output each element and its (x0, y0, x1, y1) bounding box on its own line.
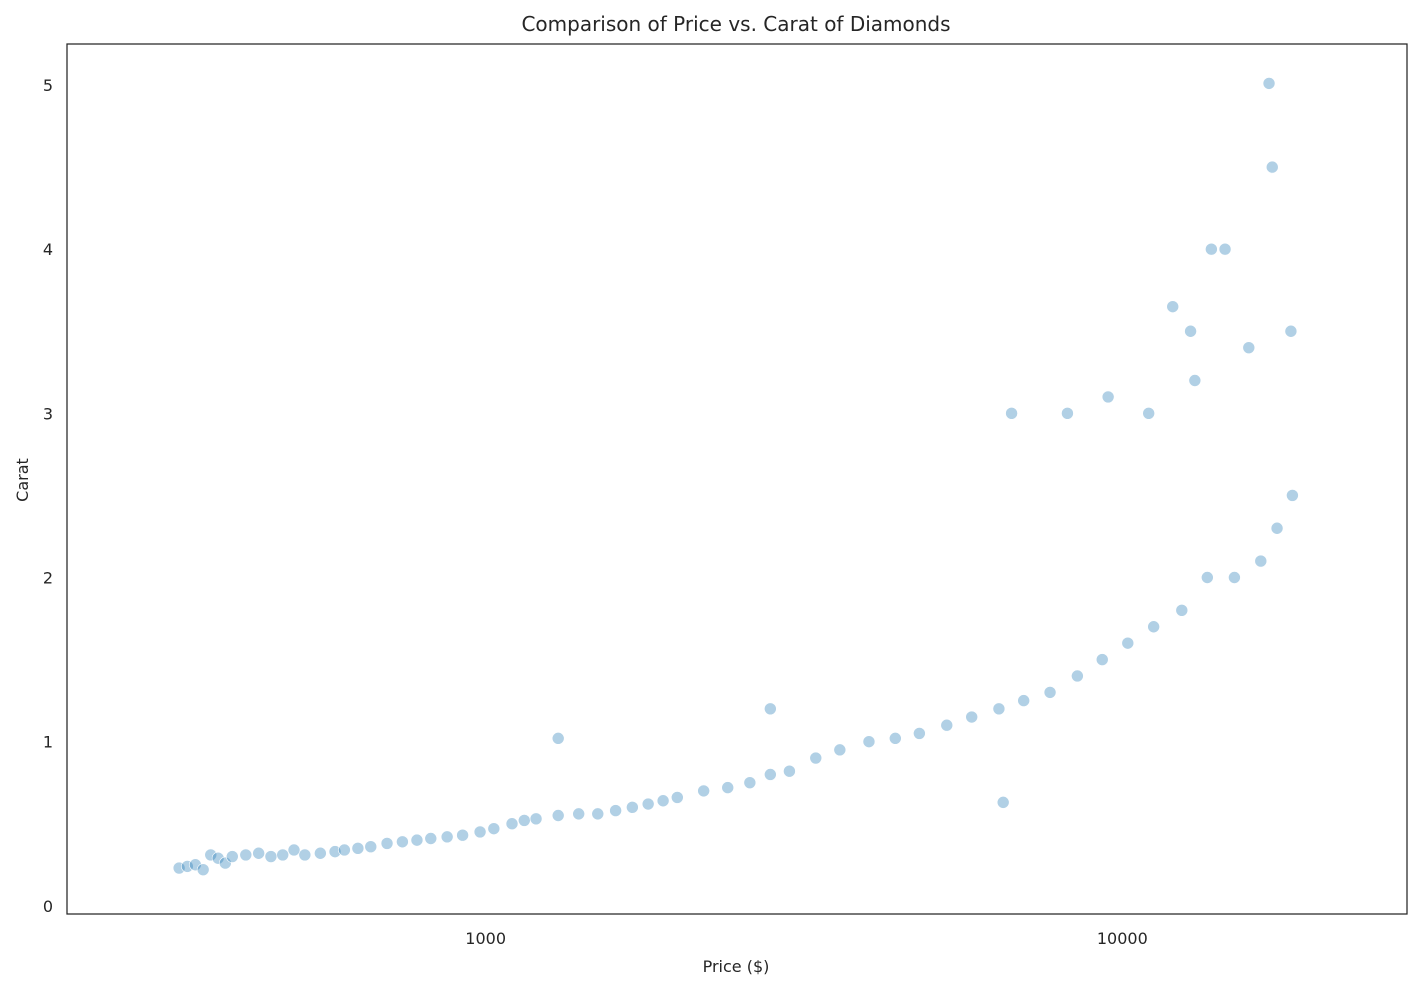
data-point (1005, 407, 1018, 420)
data-point (1228, 571, 1241, 584)
data-point (1286, 489, 1299, 502)
y-axis-label: Carat (13, 458, 32, 502)
data-point (783, 764, 796, 778)
plot-frame (66, 43, 1408, 915)
data-point (743, 776, 757, 789)
data-point (572, 807, 585, 821)
data-point (410, 833, 424, 847)
data-point (1254, 554, 1268, 568)
data-point (1142, 407, 1155, 420)
data-point (181, 860, 194, 873)
data-point (473, 825, 487, 839)
data-point (1205, 242, 1218, 256)
data-point (189, 858, 202, 872)
data-point (424, 832, 438, 845)
y-axis-ticks: 0 1 2 3 4 5 (43, 76, 53, 916)
data-point (626, 800, 639, 814)
data-point (1095, 653, 1109, 666)
data-point (1265, 160, 1279, 174)
data-point (529, 812, 543, 826)
data-point (196, 863, 210, 876)
y-tick-label: 1 (43, 733, 53, 752)
data-point (239, 848, 253, 862)
y-tick-label: 5 (43, 76, 53, 95)
data-point (338, 843, 351, 857)
data-point (1184, 324, 1197, 338)
data-point (1061, 407, 1074, 420)
data-point (940, 718, 954, 732)
data-point (809, 751, 823, 765)
data-point (211, 851, 225, 865)
data-point (1175, 604, 1189, 617)
data-point (721, 781, 735, 794)
data-point (551, 732, 565, 745)
y-tick-label: 2 (43, 568, 53, 587)
data-point (351, 842, 365, 855)
data-point (1147, 620, 1160, 634)
data-point (1218, 242, 1232, 256)
x-axis-ticks: 1000 10000 (465, 929, 1147, 948)
data-point (965, 710, 979, 724)
data-point (1270, 521, 1284, 535)
data-point (380, 837, 394, 850)
data-point (1043, 686, 1057, 699)
data-point (697, 784, 710, 798)
data-point (1017, 694, 1030, 707)
data-point (889, 732, 902, 745)
data-point (440, 830, 454, 844)
data-point (505, 817, 519, 831)
data-point (833, 743, 847, 757)
data-point (609, 804, 622, 817)
data-point (1284, 324, 1298, 338)
data-point (1201, 571, 1214, 584)
data-point (656, 794, 670, 808)
y-tick-label: 0 (43, 897, 53, 916)
data-point (172, 861, 186, 875)
data-point (1071, 669, 1084, 683)
y-tick-label: 3 (43, 404, 53, 423)
data-point (591, 807, 605, 821)
data-point (671, 791, 684, 804)
data-point (204, 848, 218, 862)
data-point (996, 796, 1010, 809)
data-point (641, 797, 655, 811)
data-point (396, 835, 409, 849)
data-point (862, 735, 876, 748)
data-point (1188, 374, 1202, 387)
points-layer (172, 77, 1299, 876)
x-axis-label: Price ($) (703, 957, 770, 976)
data-point (219, 856, 232, 870)
data-point (226, 850, 239, 863)
data-point (992, 702, 1006, 716)
data-point (1242, 341, 1256, 354)
data-point (264, 850, 278, 863)
data-point (1121, 636, 1135, 650)
data-point (551, 809, 565, 822)
data-point (276, 848, 290, 862)
y-tick-label: 4 (43, 240, 53, 259)
data-point (364, 840, 378, 854)
data-point (487, 822, 501, 835)
data-point (1262, 77, 1276, 90)
data-point (328, 845, 342, 858)
data-point (913, 727, 926, 740)
data-point (298, 848, 312, 862)
data-point (287, 843, 301, 857)
data-point (1166, 300, 1180, 313)
data-point (764, 702, 777, 716)
x-tick-label: 1000 (465, 929, 506, 948)
data-point (517, 814, 531, 827)
data-point (456, 828, 469, 842)
data-point (764, 768, 777, 781)
data-point (252, 846, 265, 860)
x-tick-label: 10000 (1097, 929, 1148, 948)
data-point (314, 846, 327, 860)
chart-title: Comparison of Price vs. Carat of Diamond… (521, 12, 950, 36)
data-point (1101, 390, 1115, 404)
